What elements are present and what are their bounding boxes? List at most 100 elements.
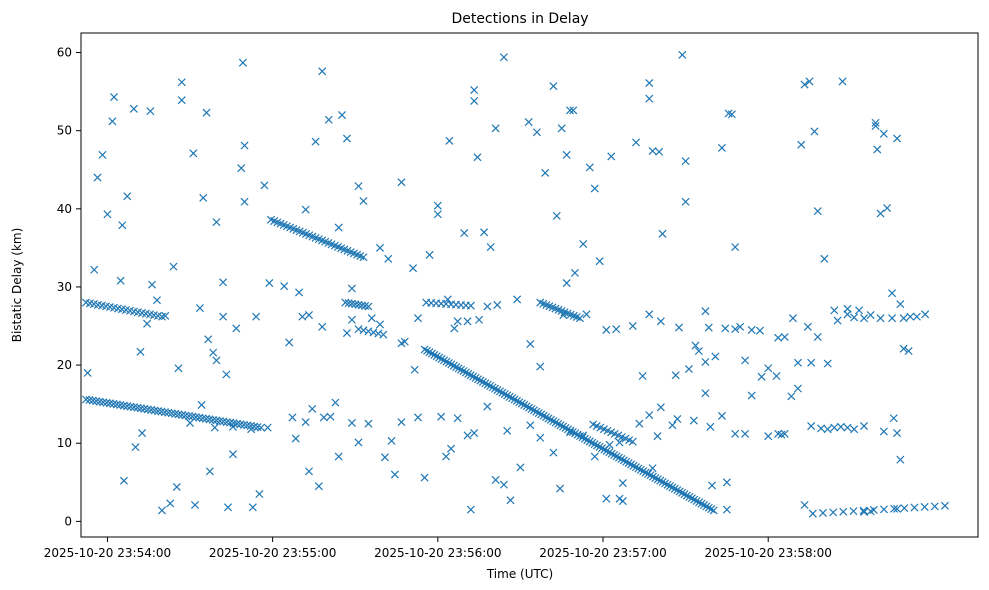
x-tick-label: 2025-10-20 23:58:00	[704, 546, 831, 560]
detection-marker	[532, 128, 541, 137]
detection-marker	[209, 348, 218, 357]
detection-marker	[443, 295, 452, 304]
detection-marker	[843, 423, 852, 432]
detection-marker	[793, 384, 802, 393]
detection-marker	[883, 204, 892, 213]
detection-marker	[536, 433, 545, 442]
detection-marker	[717, 143, 726, 152]
detection-marker	[148, 280, 157, 289]
detection-marker	[708, 481, 717, 490]
detection-marker	[813, 207, 822, 216]
detection-marker	[450, 324, 459, 333]
detection-marker	[624, 459, 633, 468]
detection-marker	[559, 422, 568, 431]
detection-marker	[311, 137, 320, 146]
detection-marker	[361, 301, 370, 310]
detection-marker	[810, 127, 819, 136]
detection-marker	[463, 317, 472, 326]
detection-marker	[562, 150, 571, 159]
detection-marker	[632, 138, 641, 147]
detection-marker	[498, 388, 507, 397]
detection-marker	[582, 310, 591, 319]
detection-marker	[265, 279, 274, 288]
y-tick-label: 40	[57, 202, 72, 216]
axes-frame	[80, 32, 979, 538]
detection-marker	[610, 450, 619, 459]
detection-marker	[893, 429, 902, 438]
detection-marker	[896, 300, 905, 309]
detection-marker	[493, 386, 502, 395]
detection-marker	[889, 414, 898, 423]
detection-marker	[619, 456, 628, 465]
detection-marker	[551, 418, 560, 427]
detection-marker	[390, 470, 399, 479]
detection-marker	[704, 323, 713, 332]
detection-marker	[483, 402, 492, 411]
detection-marker	[359, 326, 368, 335]
detection-marker	[636, 465, 645, 474]
detection-marker	[212, 356, 221, 365]
detection-marker	[704, 503, 713, 512]
detection-marker	[787, 392, 796, 401]
detection-marker	[430, 350, 439, 359]
detection-marker	[670, 484, 679, 493]
detection-marker	[651, 473, 660, 482]
data-points	[81, 50, 949, 518]
detection-marker	[722, 478, 731, 487]
detection-marker	[590, 440, 599, 449]
detection-marker	[437, 354, 446, 363]
detection-marker	[549, 82, 558, 91]
detection-marker	[513, 295, 522, 304]
detection-marker	[668, 483, 677, 492]
detection-marker	[727, 110, 736, 119]
detection-marker	[566, 426, 575, 435]
detection-marker	[491, 475, 500, 484]
detection-marker	[255, 489, 264, 499]
detection-marker	[552, 211, 561, 220]
detection-marker	[488, 383, 497, 392]
detection-marker	[607, 152, 616, 161]
detection-marker	[138, 429, 147, 438]
detection-marker	[836, 422, 845, 431]
detection-marker	[342, 329, 351, 338]
detection-marker	[568, 427, 577, 437]
detection-marker	[476, 376, 485, 385]
detection-marker	[123, 192, 132, 201]
detection-marker	[474, 375, 483, 384]
detection-marker	[166, 499, 175, 508]
detection-marker	[888, 314, 897, 323]
detection-marker	[717, 411, 726, 420]
detection-marker	[850, 313, 859, 322]
detection-marker	[674, 323, 684, 332]
detection-marker	[304, 311, 313, 320]
detection-marker	[541, 168, 550, 177]
detection-marker	[556, 421, 565, 430]
detection-marker	[893, 134, 902, 143]
detection-marker	[556, 484, 565, 493]
detection-marker	[711, 352, 720, 361]
detection-marker	[508, 394, 517, 403]
detection-marker	[833, 316, 842, 325]
detection-marker	[645, 78, 654, 88]
detection-marker	[232, 324, 241, 333]
detection-marker	[359, 196, 368, 206]
detection-marker	[661, 479, 670, 488]
detection-marker	[546, 415, 555, 424]
detection-marker	[629, 461, 638, 470]
detection-marker	[375, 243, 385, 252]
detection-marker	[461, 368, 470, 377]
detection-marker	[879, 129, 888, 138]
detection-marker	[612, 325, 621, 334]
detection-marker	[549, 448, 558, 457]
detection-marker	[595, 257, 604, 266]
detection-marker	[906, 312, 915, 321]
detection-marker	[808, 509, 817, 518]
detection-marker	[569, 106, 578, 115]
detection-marker	[656, 317, 665, 326]
detection-marker	[900, 504, 909, 513]
detection-marker	[644, 469, 653, 478]
detection-marker	[653, 475, 662, 484]
detection-marker	[731, 325, 740, 334]
detection-marker	[364, 327, 373, 336]
